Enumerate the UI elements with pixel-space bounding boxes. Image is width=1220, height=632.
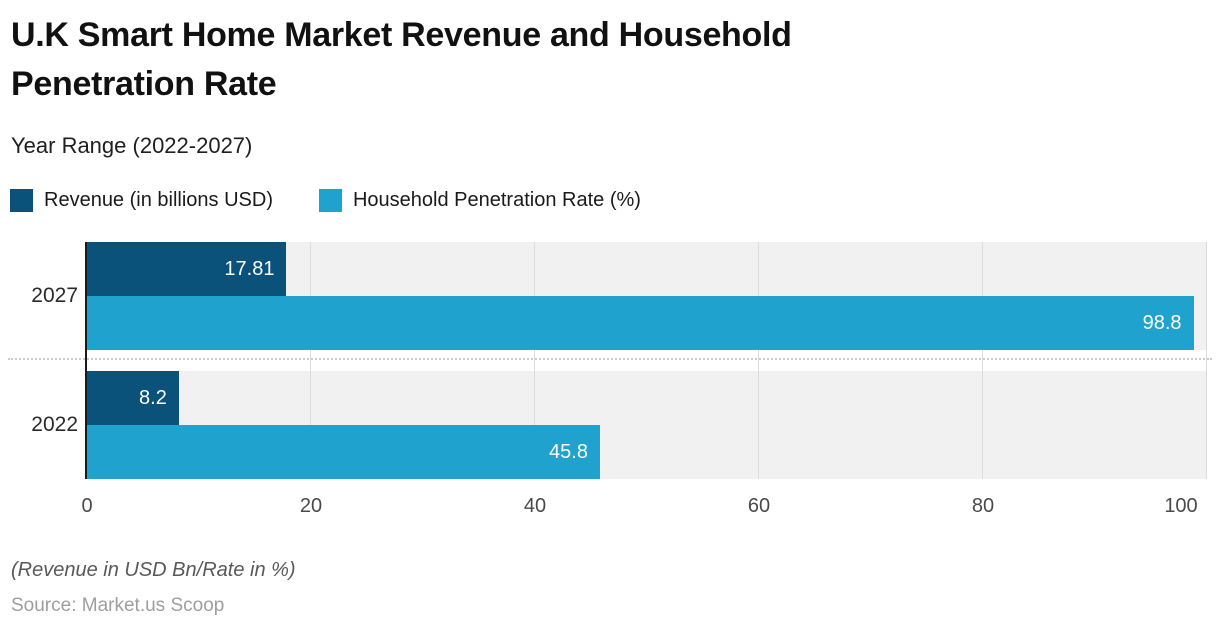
- y-axis-label-2022: 2022: [31, 413, 78, 436]
- row-separator: [8, 358, 1212, 360]
- gridline-20: [310, 242, 311, 479]
- bar-penetration-rate-2027[interactable]: 98.8: [87, 296, 1194, 350]
- gridline-100: [1206, 242, 1207, 479]
- legend: Revenue (in billions USD) Household Pene…: [10, 187, 641, 213]
- x-tick-label-20: 20: [299, 495, 323, 517]
- y-axis-label-2027: 2027: [31, 284, 78, 307]
- bar-penetration-rate-2022[interactable]: 45.8: [87, 425, 600, 479]
- legend-swatch-penetration-rate: [318, 188, 342, 212]
- x-tick-label-40: 40: [523, 495, 547, 517]
- chart-source: Source: Market.us Scoop: [11, 595, 225, 616]
- legend-label-penetration-rate: Household Penetration Rate (%): [352, 188, 641, 211]
- legend-swatch-revenue: [10, 188, 33, 212]
- bar-revenue-2027[interactable]: 17.81: [87, 242, 287, 296]
- gridline-80: [982, 242, 983, 479]
- legend-item-penetration-rate[interactable]: Household Penetration Rate (%): [318, 188, 641, 212]
- chart-footnote: (Revenue in USD Bn/Rate in %): [11, 559, 296, 581]
- x-tick-label-80: 80: [971, 495, 995, 517]
- bar-value-label: 17.81: [224, 257, 275, 280]
- chart-title: U.K Smart Home Market Revenue and Househ…: [11, 16, 792, 103]
- x-tick-label-60: 60: [747, 495, 771, 517]
- bar-value-label: 98.8: [1142, 311, 1182, 334]
- x-tick-label-100: 100: [1164, 495, 1198, 517]
- x-tick-label-0: 0: [81, 495, 93, 517]
- bar-value-label: 45.8: [549, 440, 588, 463]
- legend-item-revenue[interactable]: Revenue (in billions USD): [10, 188, 273, 212]
- bar-revenue-2022[interactable]: 8.2: [87, 371, 179, 425]
- gridline-60: [758, 242, 759, 479]
- chart-subtitle: Year Range (2022-2027): [11, 133, 253, 158]
- gridline-40: [534, 242, 535, 479]
- legend-label-revenue: Revenue (in billions USD): [44, 188, 273, 211]
- y-axis-line: [85, 242, 87, 479]
- bar-value-label: 8.2: [139, 386, 167, 409]
